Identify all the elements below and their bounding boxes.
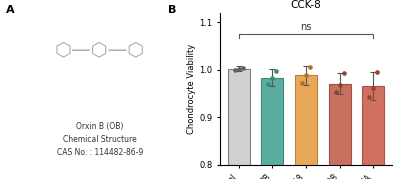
Bar (262, 78, 283, 179)
Point (273, 70, 280, 73)
Y-axis label: Chondrocyte Viability: Chondrocyte Viability (187, 43, 196, 134)
Point (236, 67, 242, 70)
Bar (295, 75, 317, 179)
Point (340, 72, 347, 75)
Bar (362, 86, 384, 179)
Text: A: A (6, 5, 14, 15)
Text: ⬡—⬡—⬡: ⬡—⬡—⬡ (55, 41, 145, 60)
Point (303, 74, 309, 77)
Point (332, 91, 339, 94)
Bar (228, 69, 250, 179)
Point (299, 81, 305, 84)
Bar (329, 84, 350, 179)
Text: Orxin B (OB)
Chemical Structure
CAS No. : 114482-86-9: Orxin B (OB) Chemical Structure CAS No. … (57, 122, 143, 157)
Point (265, 82, 272, 85)
Point (269, 77, 276, 80)
Point (370, 86, 376, 89)
Title: CCK-8: CCK-8 (291, 0, 321, 10)
Point (232, 68, 238, 71)
Point (374, 71, 380, 73)
Text: B: B (168, 5, 177, 15)
Text: ns: ns (300, 22, 312, 32)
Point (307, 66, 313, 69)
Point (336, 83, 343, 86)
Point (240, 66, 246, 69)
Point (366, 96, 372, 99)
